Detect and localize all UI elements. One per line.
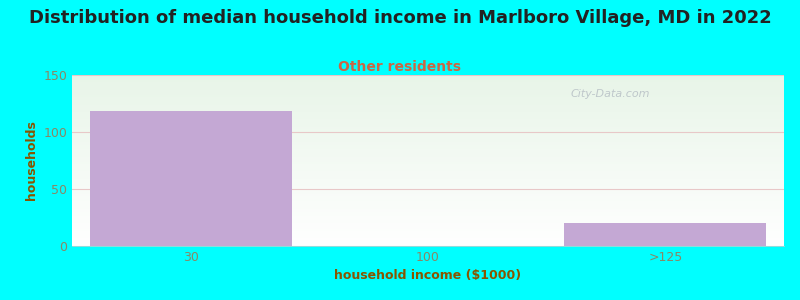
Text: Distribution of median household income in Marlboro Village, MD in 2022: Distribution of median household income … xyxy=(29,9,771,27)
Text: Other residents: Other residents xyxy=(338,60,462,74)
Bar xyxy=(565,223,766,246)
Bar xyxy=(90,112,291,246)
Text: City-Data.com: City-Data.com xyxy=(570,89,650,99)
Y-axis label: households: households xyxy=(25,121,38,200)
X-axis label: household income ($1000): household income ($1000) xyxy=(334,269,522,282)
